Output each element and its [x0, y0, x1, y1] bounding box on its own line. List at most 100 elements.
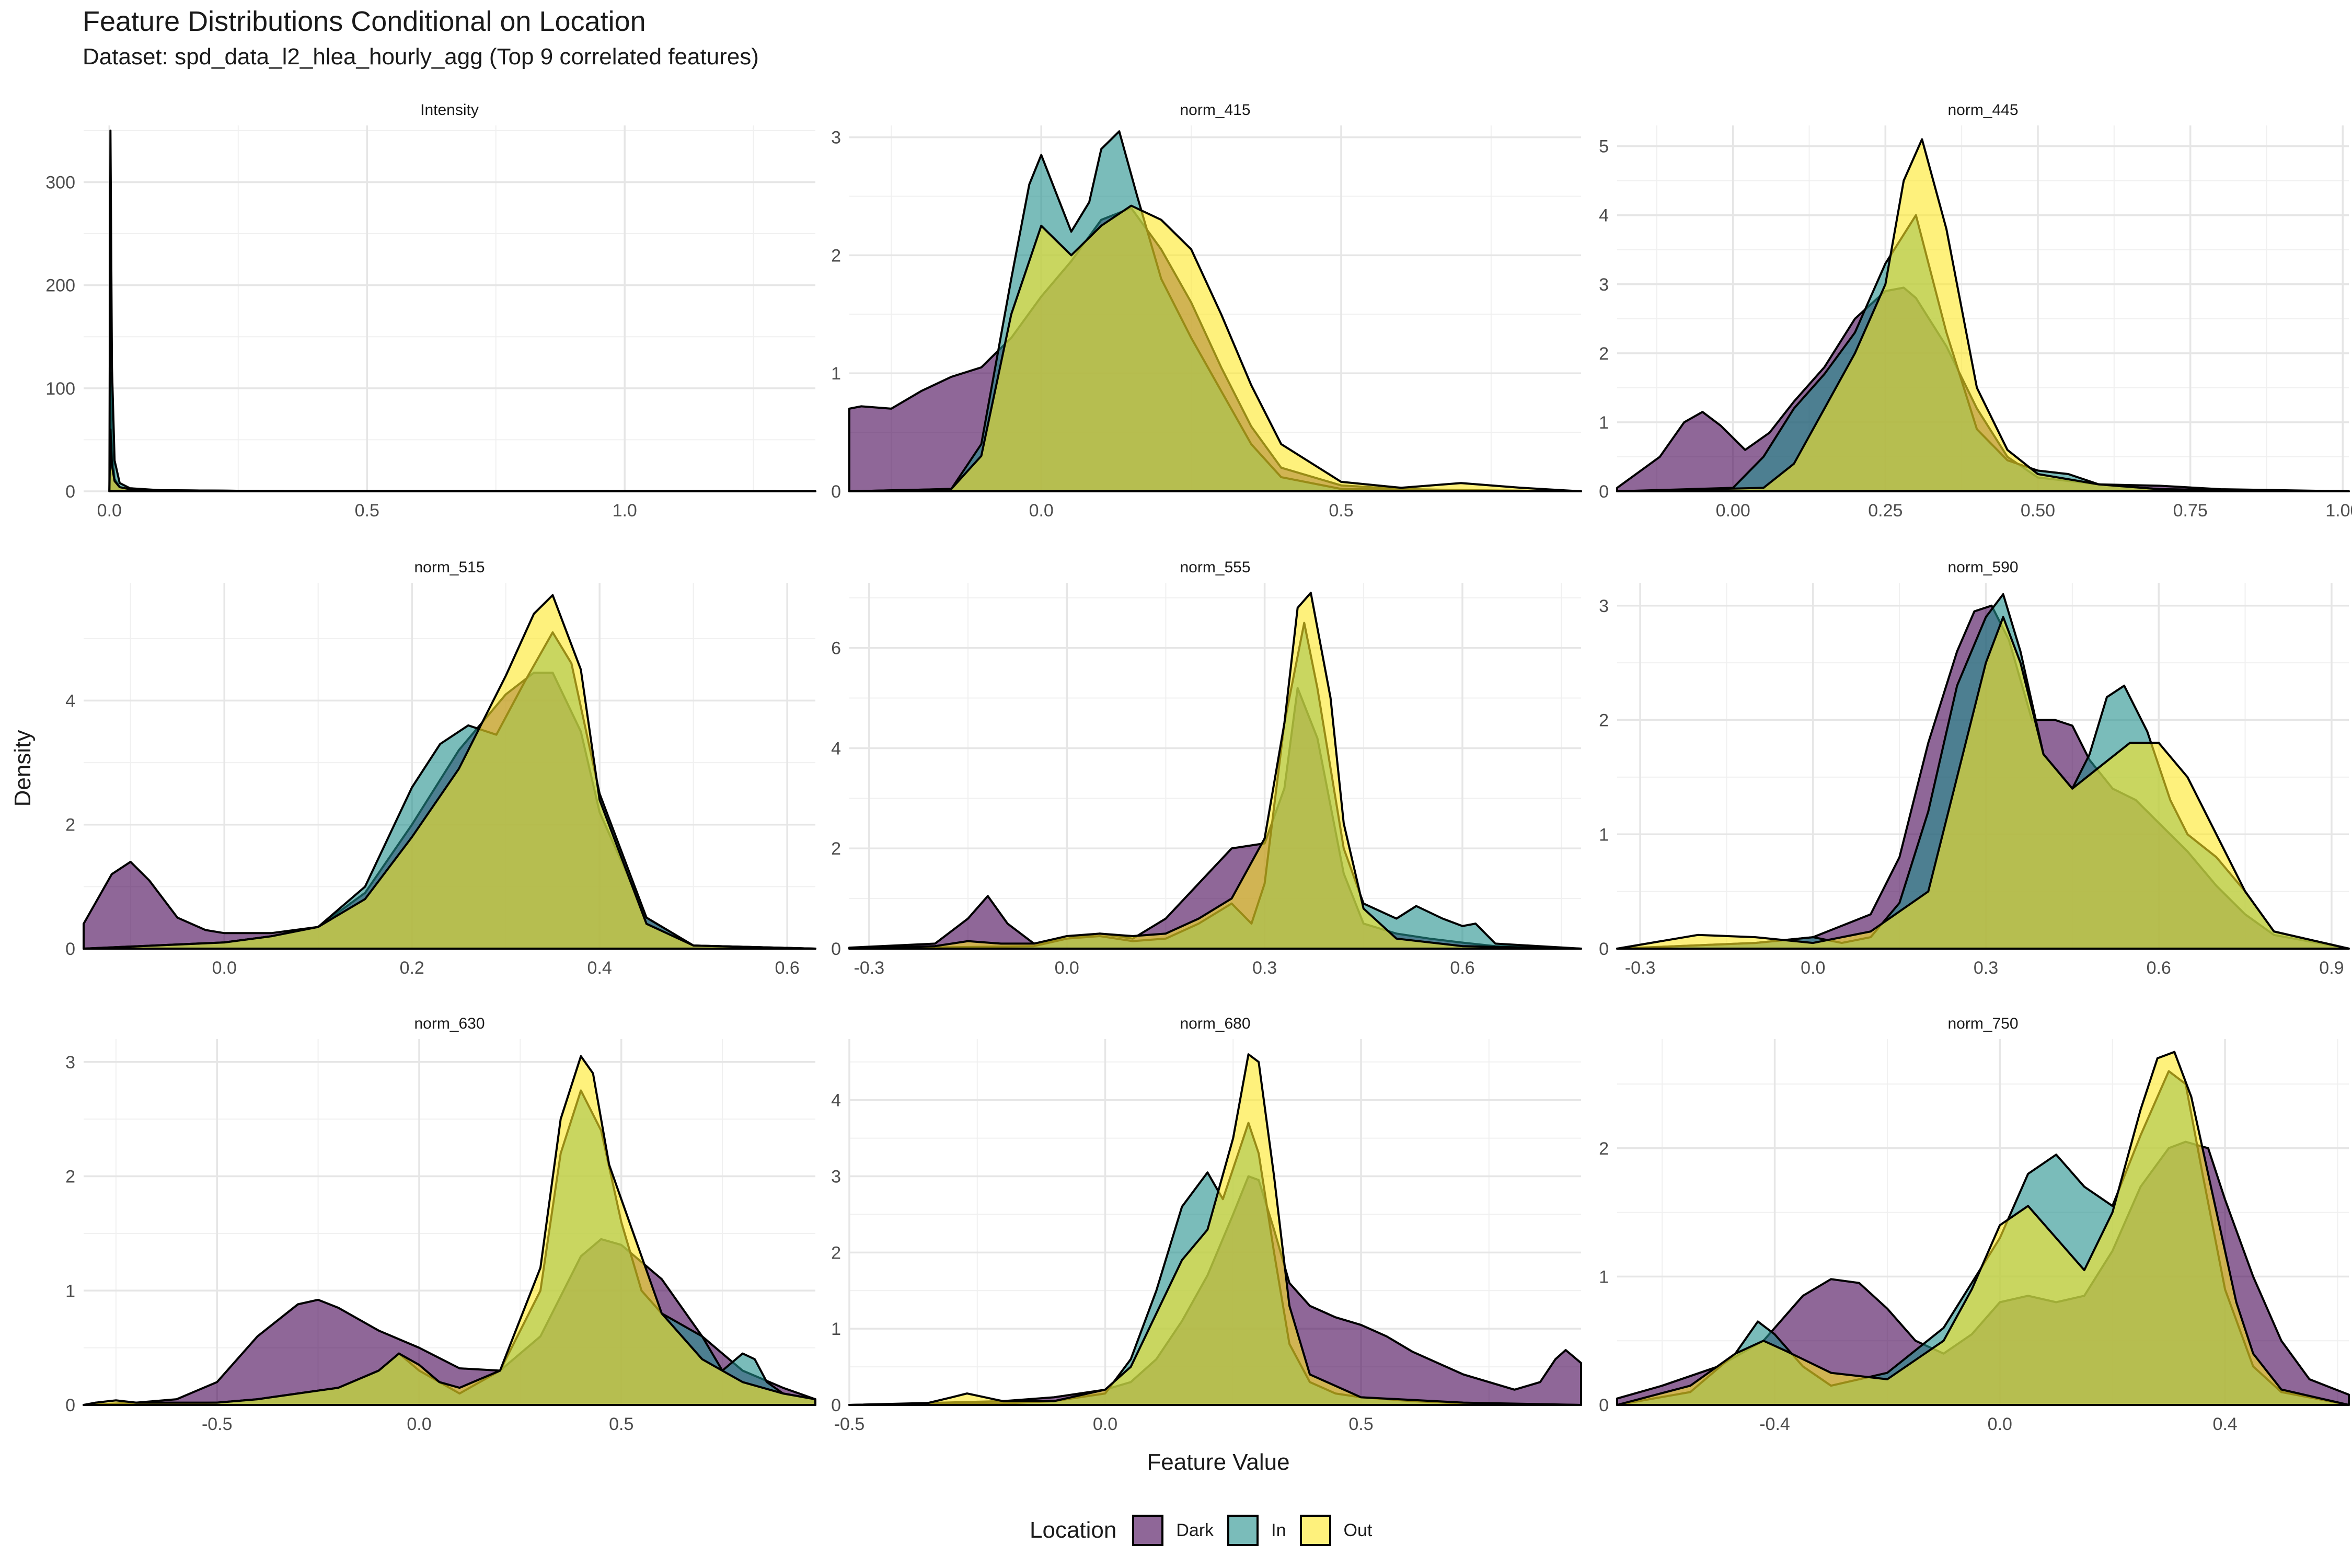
- facet-panel-norm-415: norm_415 0.0 0.5 0 1 2 3: [831, 101, 1582, 521]
- y-tick-label: 3: [1599, 596, 1609, 616]
- y-axis-title: Density: [10, 730, 36, 807]
- x-tick-label: -0.3: [854, 958, 885, 978]
- x-axis-title: Feature Value: [1147, 1449, 1289, 1475]
- y-tick-label: 3: [65, 1053, 75, 1073]
- density-area-dark: [108, 372, 816, 492]
- y-tick-label: 1: [1599, 1267, 1609, 1287]
- x-tick-label: 0.5: [1348, 1414, 1373, 1434]
- x-tick-label: 0.5: [609, 1414, 633, 1434]
- y-tick-label: 300: [45, 172, 75, 192]
- facet-strip-label: Intensity: [420, 101, 479, 119]
- x-tick-label: 0.4: [2212, 1414, 2237, 1434]
- y-tick-label: 2: [65, 815, 75, 835]
- x-tick-label: 0.6: [2147, 958, 2171, 978]
- facet-strip-label: norm_515: [414, 559, 485, 576]
- y-tick-label: 2: [831, 839, 841, 859]
- x-tick-label: 0.25: [1868, 501, 1903, 521]
- x-tick-label: 0.6: [1450, 958, 1474, 978]
- facet-panel-norm-590: norm_590 -0.3 0.0 0.3 0.6 0.9 0 1 2 3: [1599, 559, 2350, 978]
- density-area-out: [1616, 1051, 2350, 1406]
- y-tick-label: 0: [65, 939, 75, 959]
- legend-label-in: In: [1271, 1520, 1286, 1540]
- x-tick-label: 0.50: [2021, 501, 2055, 521]
- x-tick-label: 0.5: [355, 501, 379, 521]
- y-tick-label: 2: [831, 246, 841, 266]
- y-tick-label: 4: [65, 691, 75, 711]
- x-tick-label: 0.3: [1974, 958, 1998, 978]
- legend-key-in: [1227, 1515, 1259, 1546]
- chart-title: Feature Distributions Conditional on Loc…: [83, 6, 646, 37]
- y-tick-label: 5: [1599, 137, 1609, 157]
- y-tick-label: 0: [65, 482, 75, 502]
- x-tick-label: 0.6: [775, 958, 800, 978]
- y-tick-label: 2: [1599, 711, 1609, 731]
- y-tick-label: 0: [65, 1396, 75, 1415]
- legend-label-dark: Dark: [1176, 1520, 1214, 1540]
- density-area-out: [83, 1055, 816, 1406]
- y-tick-label: 0: [1599, 939, 1609, 959]
- legend-item-dark: Dark: [1132, 1515, 1214, 1546]
- x-tick-label: 0.4: [587, 958, 612, 978]
- facet-panel-norm-555: norm_555 -0.3 0.0 0.3 0.6 0 2 4 6: [831, 559, 1582, 978]
- density-area-in: [83, 1089, 816, 1406]
- density-area-out: [848, 204, 1582, 492]
- x-tick-label: 0.2: [400, 958, 424, 978]
- facet-panel-norm-680: norm_680 -0.5 0.0 0.5 0 1 2 3 4: [831, 1015, 1582, 1434]
- y-tick-label: 3: [1599, 275, 1609, 295]
- x-tick-label: 0.00: [1716, 501, 1750, 521]
- facet-panel-norm-750: norm_750 -0.4 0.0 0.4 0 1 2: [1599, 1015, 2350, 1434]
- facet-panel-norm-515: norm_515 0.0 0.2 0.4 0.6 0 2 4: [65, 559, 816, 978]
- y-tick-label: 0: [1599, 1396, 1609, 1415]
- legend-key-dark: [1132, 1515, 1164, 1546]
- x-tick-label: 0.5: [1329, 501, 1353, 521]
- density-area-out: [108, 428, 816, 492]
- x-tick-label: -0.5: [202, 1414, 233, 1434]
- x-tick-label: -0.5: [834, 1414, 865, 1434]
- legend-key-out: [1299, 1515, 1331, 1546]
- y-tick-label: 1: [65, 1281, 75, 1301]
- facet-strip-label: norm_750: [1947, 1015, 2018, 1032]
- y-tick-label: 0: [831, 482, 841, 502]
- y-tick-label: 2: [65, 1167, 75, 1187]
- facet-panel-norm-445: norm_445 0.00 0.25 0.50 0.75 1.00 0 1 2 3 4 5: [1599, 101, 2352, 521]
- facet-strip-label: norm_445: [1947, 101, 2018, 119]
- x-tick-label: -0.4: [1759, 1414, 1790, 1434]
- chart-subtitle: Dataset: spd_data_l2_hlea_hourly_agg (To…: [83, 44, 759, 70]
- x-tick-label: 0.0: [1055, 958, 1079, 978]
- y-tick-label: 2: [1599, 1139, 1609, 1159]
- x-tick-label: 0.0: [1029, 501, 1054, 521]
- legend: Location Dark In Out: [1030, 1505, 1386, 1555]
- facet-strip-label: norm_415: [1180, 101, 1250, 119]
- facet-strip-label: norm_590: [1947, 559, 2018, 576]
- x-tick-label: 0.0: [97, 501, 122, 521]
- y-tick-label: 4: [831, 739, 841, 758]
- x-tick-label: 0.0: [1988, 1414, 2012, 1434]
- legend-item-out: Out: [1299, 1515, 1372, 1546]
- y-tick-label: 100: [45, 379, 75, 399]
- x-tick-label: 0.3: [1252, 958, 1277, 978]
- y-tick-label: 4: [831, 1091, 841, 1111]
- y-tick-label: 4: [1599, 206, 1609, 226]
- y-tick-label: 1: [1599, 825, 1609, 845]
- x-tick-label: 0.0: [407, 1414, 431, 1434]
- x-tick-label: 0.0: [1093, 1414, 1117, 1434]
- density-area-out: [848, 592, 1582, 950]
- y-tick-label: 3: [831, 1167, 841, 1187]
- y-tick-label: 0: [831, 1396, 841, 1415]
- facet-panel-norm-630: norm_630 -0.5 0.0 0.5 0 1 2 3: [65, 1015, 816, 1434]
- x-tick-label: 1.0: [613, 501, 637, 521]
- y-tick-label: 2: [831, 1243, 841, 1263]
- facet-panel-intensity: Intensity 0.0 0.5 1.0 0 100 200 300: [45, 101, 816, 521]
- y-tick-label: 200: [45, 276, 75, 296]
- x-tick-label: 0.9: [2319, 958, 2344, 978]
- x-tick-label: -0.3: [1625, 958, 1656, 978]
- y-tick-label: 0: [1599, 482, 1609, 502]
- density-area-out: [1616, 138, 2350, 492]
- density-area-out: [848, 1053, 1582, 1406]
- x-tick-label: 1.00: [2325, 501, 2352, 521]
- y-tick-label: 1: [831, 1319, 841, 1339]
- y-tick-label: 0: [831, 939, 841, 959]
- y-tick-label: 3: [831, 128, 841, 148]
